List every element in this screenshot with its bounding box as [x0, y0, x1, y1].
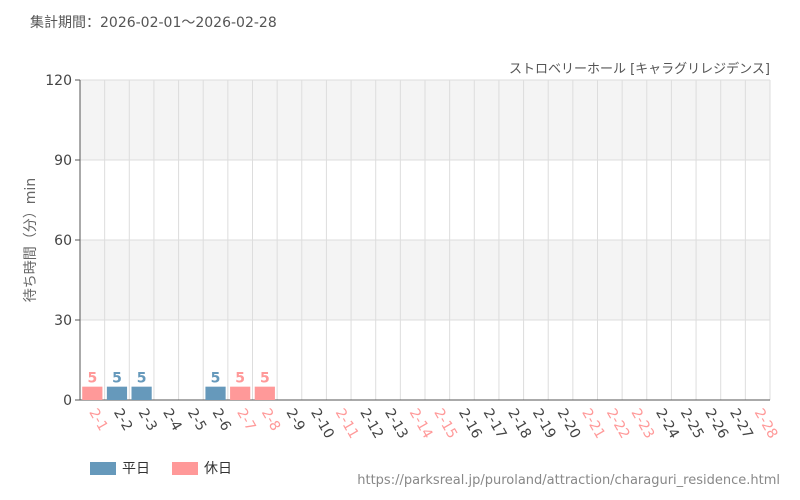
x-tick-label: 2-8 [258, 406, 283, 434]
legend-item-holiday: 休日 [172, 458, 232, 478]
bar [230, 386, 251, 400]
x-tick-label: 2-22 [603, 406, 633, 442]
x-tick-label: 2-24 [652, 406, 682, 442]
bar [254, 386, 275, 400]
bar-value-label: 5 [260, 371, 270, 387]
bar-value-label: 5 [235, 371, 245, 387]
x-tick-label: 2-5 [184, 406, 209, 434]
x-tick-label: 2-2 [110, 406, 135, 434]
legend-label-weekday: 平日 [122, 461, 150, 477]
y-tick-label: 90 [54, 153, 72, 169]
x-tick-label: 2-28 [751, 406, 781, 442]
bar-value-label: 5 [87, 371, 97, 387]
chart-title: ストロベリーホール [キャラグリレジデンス] [508, 62, 770, 77]
x-tick-label: 2-11 [332, 406, 362, 442]
legend-item-weekday: 平日 [90, 458, 150, 478]
x-tick-label: 2-4 [159, 406, 184, 434]
x-tick-label: 2-26 [701, 406, 731, 442]
x-tick-label: 2-7 [233, 406, 258, 434]
legend-swatch-weekday [90, 461, 116, 475]
x-tick-label: 2-15 [430, 406, 460, 442]
x-tick-label: 2-16 [455, 406, 485, 442]
x-tick-label: 2-27 [726, 406, 756, 442]
y-tick-label: 30 [54, 313, 72, 329]
y-tick-label: 0 [63, 393, 72, 409]
bar-value-label: 5 [137, 371, 147, 387]
bar [82, 386, 103, 400]
bar [131, 386, 152, 400]
x-tick-label: 2-19 [529, 406, 559, 442]
x-tick-label: 2-10 [307, 406, 337, 442]
x-tick-label: 2-17 [480, 406, 510, 442]
y-tick-label: 60 [54, 233, 72, 249]
x-tick-label: 2-3 [135, 406, 160, 434]
y-tick-label: 120 [45, 73, 72, 89]
bar-value-label: 5 [211, 371, 221, 387]
period-label: 集計期間：2026-02-01～2026-02-28 [30, 15, 277, 31]
x-tick-label: 2-20 [554, 406, 584, 442]
legend-swatch-holiday [172, 461, 198, 475]
x-tick-label: 2-6 [209, 406, 234, 434]
x-tick-label: 2-1 [85, 406, 110, 434]
bar [205, 386, 226, 400]
source-url: https://parksreal.jp/puroland/attraction… [357, 473, 780, 488]
x-tick-label: 2-25 [677, 406, 707, 442]
x-tick-label: 2-23 [628, 406, 658, 442]
legend: 平日 休日 [90, 458, 232, 478]
legend-label-holiday: 休日 [204, 461, 232, 477]
x-tick-label: 2-21 [578, 406, 608, 442]
x-tick-label: 2-9 [283, 406, 308, 434]
x-tick-label: 2-18 [504, 406, 534, 442]
bar [106, 386, 128, 400]
x-tick-label: 2-13 [381, 406, 411, 442]
bar-value-label: 5 [112, 371, 122, 387]
x-tick-label: 2-14 [406, 406, 436, 442]
x-tick-label: 2-12 [356, 406, 386, 442]
